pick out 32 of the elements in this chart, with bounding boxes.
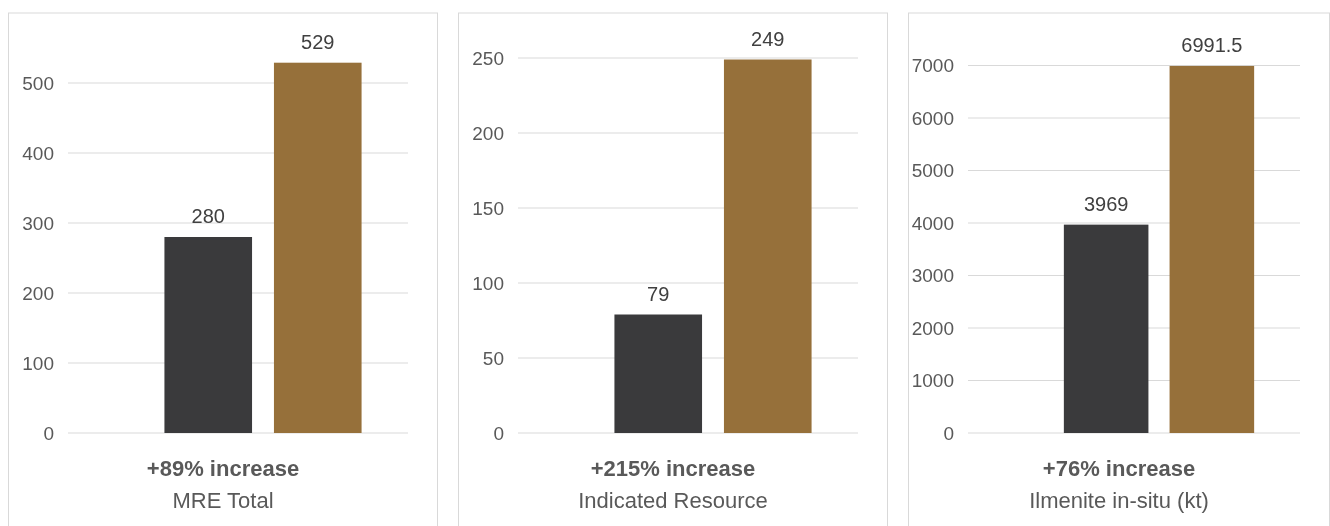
y-tick-label: 0 [943,422,954,444]
y-tick-label: 1000 [911,370,954,392]
y-tick-label: 200 [472,122,504,144]
y-tick-label: 6000 [911,107,954,129]
data-label: 529 [301,30,335,53]
y-tick-label: 2000 [911,317,954,339]
y-tick-label: 100 [472,272,504,294]
y-tick-label: 5000 [911,160,954,182]
y-tick-label: 50 [482,347,504,369]
text: +76% increase [1042,456,1196,481]
x-axis-title: Indicated Resource [578,488,768,513]
data-label: 280 [191,205,225,227]
data-label: 79 [647,282,670,305]
y-tick-label: 150 [472,197,504,219]
y-tick-label: 0 [43,422,54,444]
y-tick-label: 100 [22,352,54,374]
data-label: 3969 [1083,192,1129,215]
y-tick-label: 4000 [911,212,954,234]
x-axis-title: MRE Total [172,488,274,513]
y-tick-label: 400 [22,142,54,164]
text: +215% increase [590,456,756,481]
y-tick-label: 250 [472,47,504,69]
text: +89% increase [146,456,300,481]
y-tick-label: 500 [22,72,54,94]
data-label: 6991.5 [1181,33,1243,56]
y-tick-label: 300 [22,212,54,234]
x-axis-title: Ilmenite in-situ (kt) [1029,488,1209,513]
y-tick-label: 200 [22,282,54,304]
data-label: 249 [751,27,785,50]
y-tick-label: 3000 [911,265,954,287]
y-tick-label: 7000 [911,55,954,77]
y-tick-label: 0 [493,422,504,444]
